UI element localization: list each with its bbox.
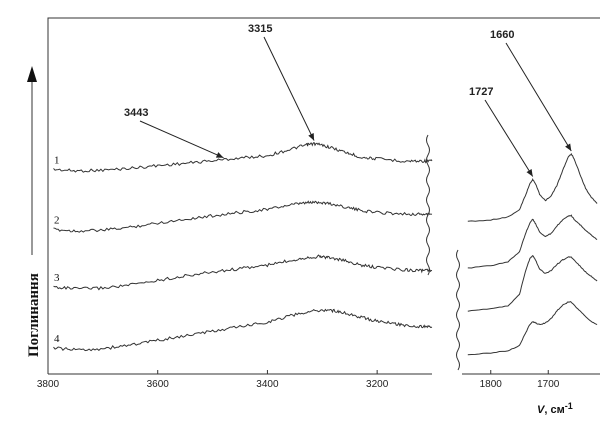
spectrum-curve-p1-s2	[467, 214, 598, 269]
curve-number-4: 4	[54, 333, 60, 345]
x-tick-label-p0-0: 3800	[37, 379, 60, 390]
x-tick-label-p0-3: 3200	[366, 379, 389, 390]
curve-number-2: 2	[54, 214, 60, 226]
y-axis-label: Поглинання	[26, 273, 42, 357]
curve-number-3: 3	[54, 272, 60, 284]
peak-arrow-head-1660	[565, 143, 572, 151]
x-axis-symbol: V	[537, 404, 546, 416]
spectrum-curve-p1-s1	[467, 152, 598, 222]
x-axis-unit-exponent: -1	[565, 401, 573, 411]
spectrum-curve-p0-s4	[53, 308, 433, 352]
peak-label-3443: 3443	[124, 107, 148, 119]
spectrum-curve-p1-s3	[467, 255, 598, 312]
spectrum-curve-p1-s4	[467, 301, 598, 356]
x-axis-unit: , см	[544, 404, 564, 416]
peak-arrow-head-3315	[308, 133, 315, 141]
spectrum-curve-p0-s1	[53, 141, 433, 173]
spectrum-curve-p0-s2	[53, 200, 433, 233]
x-tick-label-p0-1: 3600	[147, 379, 170, 390]
y-axis-arrow-head	[27, 66, 37, 82]
x-axis-unit-label: V, см-1	[537, 401, 573, 416]
peak-arrow-line-3443	[139, 120, 224, 159]
plot-layer: 3800 3600 3400 3200 1 2 3 4 3315 3443 1800 1700 1727…	[37, 23, 598, 390]
curve-number-1: 1	[54, 154, 60, 166]
x-tick-label-p1-1: 1700	[537, 379, 560, 390]
peak-arrow-head-3443	[215, 152, 224, 158]
peak-label-1727: 1727	[469, 86, 493, 98]
spectrum-curve-p0-s3	[53, 254, 433, 291]
axis-break-mark-left	[426, 134, 430, 276]
peak-arrow-line-3315	[263, 36, 315, 141]
peak-label-1660: 1660	[490, 29, 514, 41]
x-tick-label-p1-0: 1800	[480, 379, 503, 390]
panel-left-frame	[47, 17, 600, 374]
peak-arrow-line-1727	[484, 99, 534, 177]
axis-break-mark-right	[456, 249, 460, 371]
peak-label-3315: 3315	[248, 23, 272, 35]
peak-arrow-head-1727	[526, 169, 533, 177]
x-tick-label-p0-2: 3400	[256, 379, 279, 390]
peak-arrow-line-1660	[505, 42, 572, 152]
